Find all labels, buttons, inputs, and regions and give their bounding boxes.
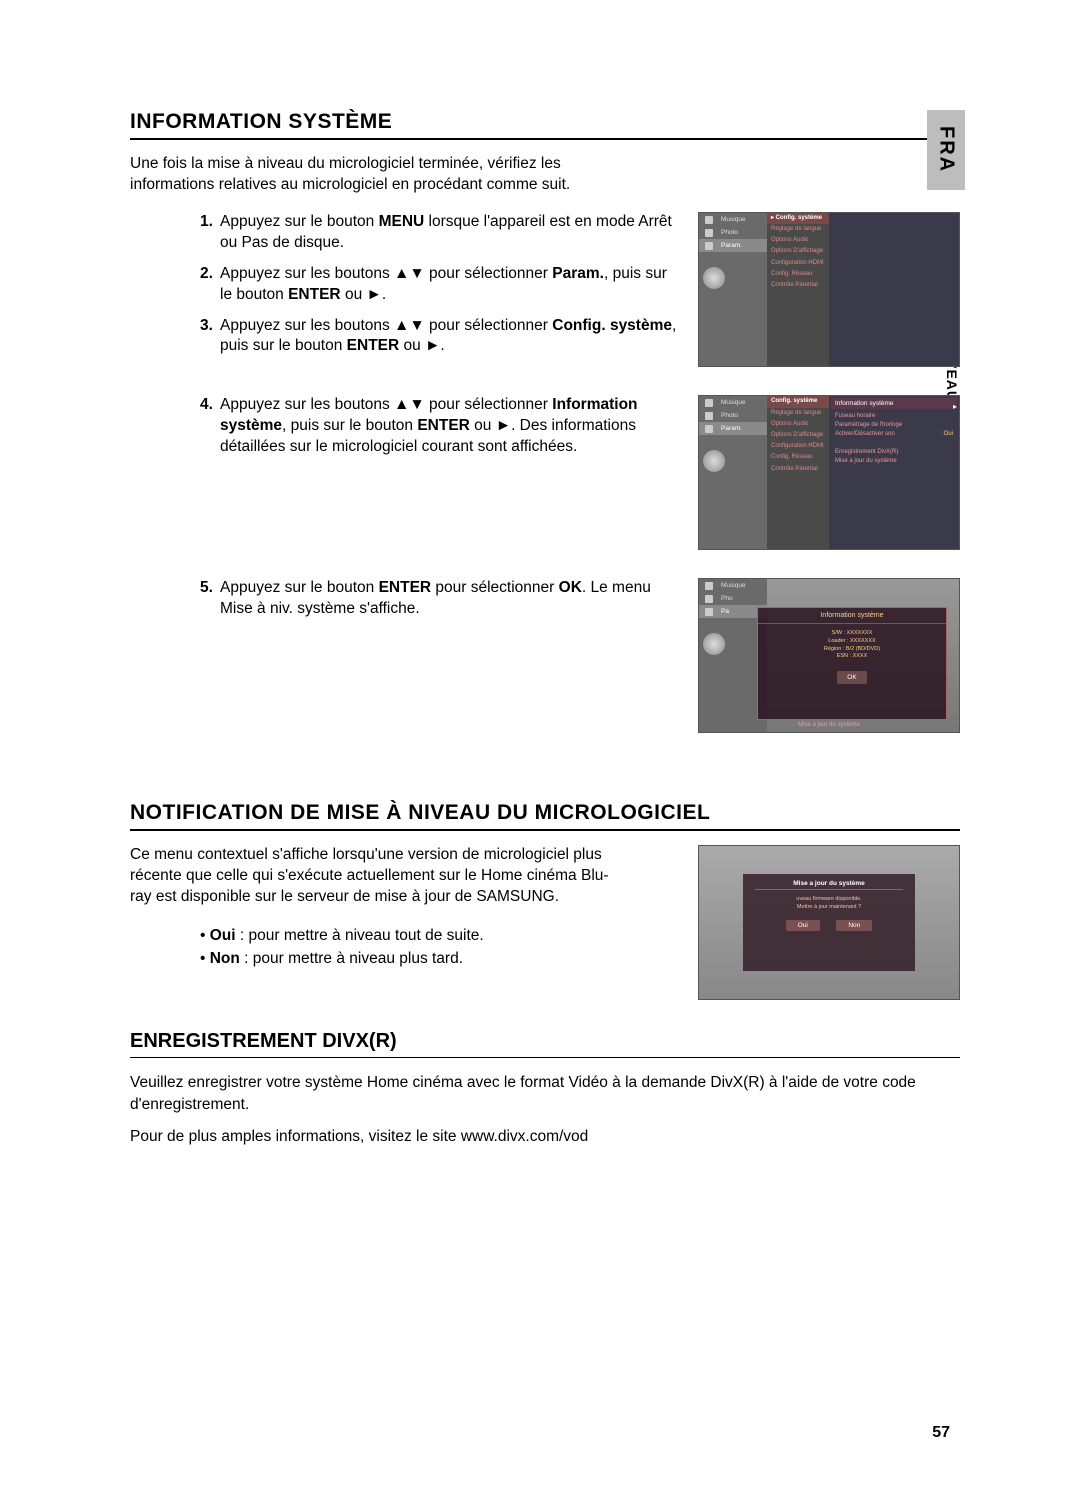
photo-icon <box>705 229 713 237</box>
row-step-5: 5. Appuyez sur le bouton ENTER pour séle… <box>130 578 960 733</box>
manual-page: FRA MISE À NIVEAU DU SYSTÈME INFORMATION… <box>0 0 1080 1492</box>
row-step-4: 4. Appuyez sur les boutons ▲▼ pour sélec… <box>130 395 960 550</box>
screenshot-a: Musique Photo Param. ▸ Config. système R… <box>698 212 960 368</box>
gear-icon <box>705 608 713 616</box>
tv-screen-update-prompt: Mise a jour du système uveau firmware di… <box>698 845 960 1000</box>
step-5: 5. Appuyez sur le bouton ENTER pour séle… <box>200 578 678 620</box>
photo-icon <box>705 412 713 420</box>
tv-mid-header: ▸ Config. système <box>767 213 829 224</box>
tv-screen-config-menu: Musique Photo Param. ▸ Config. système R… <box>698 212 960 367</box>
row-notification: Ce menu contextuel s'affiche lorsqu'une … <box>130 845 960 1000</box>
tv-sidebar-photo: Photo <box>699 226 767 239</box>
bullet-list: Oui : pour mettre à niveau tout de suite… <box>130 924 678 971</box>
row-steps-1-3: 1. Appuyez sur le bouton MENU lorsque l'… <box>130 212 960 368</box>
step-3: 3. Appuyez sur les boutons ▲▼ pour sélec… <box>200 316 678 358</box>
gear-icon <box>705 425 713 433</box>
language-tab: FRA <box>927 110 965 190</box>
steps-column: 5. Appuyez sur le bouton ENTER pour séle… <box>130 578 678 733</box>
photo-icon <box>705 595 713 603</box>
steps-column: 1. Appuyez sur le bouton MENU lorsque l'… <box>130 212 678 368</box>
tv-sidebar: Musique Photo Param. <box>699 213 767 366</box>
bullet-non: Non : pour mettre à niveau plus tard. <box>200 947 678 970</box>
music-icon <box>705 582 713 590</box>
language-tab-label: FRA <box>935 126 958 173</box>
step-1: 1. Appuyez sur le bouton MENU lorsque l'… <box>200 212 678 254</box>
step-2: 2. Appuyez sur les boutons ▲▼ pour sélec… <box>200 264 678 306</box>
divx-paragraph-2: Pour de plus amples informations, visite… <box>130 1126 960 1148</box>
tv-right-panel: Information système ▸ Fuseau horaire Par… <box>829 396 959 549</box>
gear-large-icon <box>703 450 725 472</box>
intro-text: Une fois la mise à niveau du micrologici… <box>130 154 630 196</box>
music-icon <box>705 216 713 224</box>
tv-right-panel <box>829 213 959 366</box>
no-button: Non <box>836 920 872 931</box>
arrow-right-icon: ▸ <box>953 402 957 411</box>
tv-sidebar-music: Musique <box>699 213 767 226</box>
section-title-notification: NOTIFICATION DE MISE À NIVEAU DU MICROLO… <box>130 801 960 831</box>
gear-large-icon <box>703 267 725 289</box>
tv-sidebar-param: Param. <box>699 239 767 252</box>
screenshot-c: Musique Pho Pa Information système S/W :… <box>698 578 960 733</box>
tv-mid-column: Config. système Réglage de langue Option… <box>767 396 829 549</box>
bullet-oui: Oui : pour mettre à niveau tout de suite… <box>200 924 678 947</box>
tv-sidebar: Musique Photo Param. <box>699 396 767 549</box>
music-icon <box>705 399 713 407</box>
notification-intro: Ce menu contextuel s'affiche lorsqu'une … <box>130 845 610 908</box>
tv-screen-info-systeme-menu: Musique Photo Param. Config. système Rég… <box>698 395 960 550</box>
step-4: 4. Appuyez sur les boutons ▲▼ pour sélec… <box>200 395 678 458</box>
section-title-divx: ENREGISTREMENT DIVX(R) <box>130 1030 960 1058</box>
tv-screen-info-popup: Musique Pho Pa Information système S/W :… <box>698 578 960 733</box>
tv-info-popup: Information système S/W : XXXXXXX Loader… <box>757 607 947 720</box>
gear-icon <box>705 242 713 250</box>
yes-button: Oui <box>786 920 820 931</box>
screenshot-b: Musique Photo Param. Config. système Rég… <box>698 395 960 550</box>
update-dialog: Mise a jour du système uveau firmware di… <box>743 874 915 971</box>
page-number: 57 <box>932 1424 950 1442</box>
screenshot-d: Mise a jour du système uveau firmware di… <box>698 845 960 1000</box>
steps-column: 4. Appuyez sur les boutons ▲▼ pour sélec… <box>130 395 678 550</box>
section-title-information-systeme: INFORMATION SYSTÈME <box>130 110 960 140</box>
tv-mid-column: ▸ Config. système Réglage de langue Opti… <box>767 213 829 366</box>
gear-large-icon <box>703 633 725 655</box>
ok-button: OK <box>837 671 866 684</box>
divx-paragraph-1: Veuillez enregistrer votre système Home … <box>130 1072 960 1115</box>
